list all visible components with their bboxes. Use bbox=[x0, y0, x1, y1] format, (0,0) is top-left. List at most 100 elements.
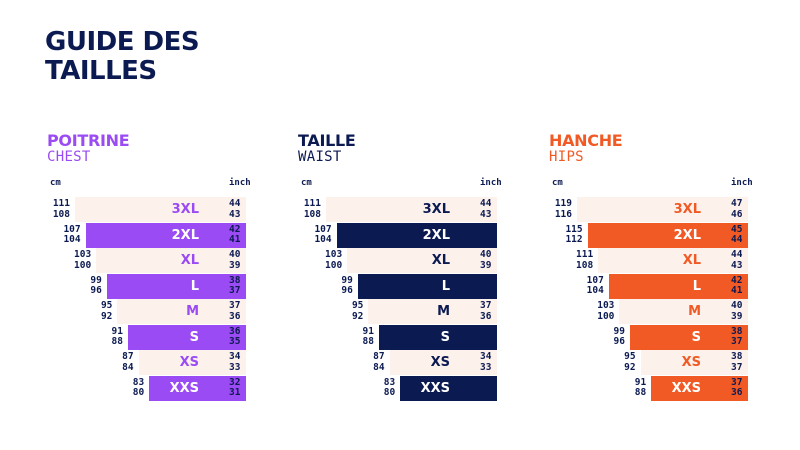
cm-range: 87 84 bbox=[122, 351, 133, 373]
inch-max: 40 bbox=[229, 249, 241, 260]
size-label: XS bbox=[179, 355, 199, 370]
size-row: L 99 96 38 37 bbox=[298, 273, 508, 299]
cm-range: 91 88 bbox=[362, 325, 374, 348]
size-bar bbox=[379, 324, 497, 350]
cm-range: 103 100 bbox=[325, 249, 343, 271]
size-label: XS bbox=[681, 355, 701, 370]
inch-min: 36 bbox=[229, 310, 241, 322]
inch-range: 37 36 bbox=[480, 300, 492, 322]
inch-min: 37 bbox=[731, 336, 743, 347]
inch-range: 32 31 bbox=[480, 377, 492, 399]
size-row: 3XL 111 108 44 43 bbox=[298, 197, 508, 222]
inch-range: 44 43 bbox=[229, 198, 241, 220]
size-row: 3XL 119 116 47 46 bbox=[549, 197, 759, 222]
size-bar bbox=[75, 197, 246, 222]
size-row: 2XL 107 104 42 41 bbox=[298, 222, 508, 248]
cm-range: 91 88 bbox=[634, 376, 647, 399]
size-row: L 107 104 42 41 bbox=[549, 273, 759, 299]
inch-range: 32 31 bbox=[229, 377, 240, 399]
hips-section: HANCHE HIPS cm inch 3XL 119 116 47 46 2XL 115 1… bbox=[549, 132, 759, 412]
size-label: 2XL bbox=[422, 227, 450, 243]
inch-range: 36 35 bbox=[229, 326, 240, 348]
inch-max: 44 bbox=[229, 198, 241, 209]
chest-subtitle: CHEST bbox=[47, 149, 91, 165]
inch-max: 37 bbox=[731, 376, 743, 388]
hips-size-table: 3XL 119 116 47 46 2XL 115 112 45 44 XL 111 108 44 43 L 1… bbox=[549, 197, 759, 401]
cm-range: 115 112 bbox=[565, 224, 582, 246]
cm-max: 99 bbox=[90, 274, 102, 286]
inch-max: 47 bbox=[731, 198, 743, 209]
chest-title: POITRINE bbox=[47, 131, 130, 150]
inch-max: 37 bbox=[229, 300, 241, 311]
size-bar bbox=[389, 350, 497, 375]
size-bar bbox=[96, 248, 246, 273]
cm-max: 103 bbox=[74, 249, 92, 260]
inch-min: 37 bbox=[731, 361, 743, 373]
size-bar bbox=[85, 222, 246, 248]
cm-max: 91 bbox=[111, 325, 123, 337]
size-label: 2XL bbox=[673, 227, 701, 243]
inch-max: 36 bbox=[480, 325, 492, 337]
cm-min: 96 bbox=[90, 285, 102, 296]
inch-max: 42 bbox=[731, 274, 743, 286]
size-row: M 95 92 37 36 bbox=[47, 299, 257, 324]
inch-max: 42 bbox=[480, 223, 492, 235]
unit-inch-label: inch bbox=[731, 178, 753, 188]
inch-max: 38 bbox=[480, 274, 492, 286]
size-label: S bbox=[189, 329, 199, 345]
size-row: M 95 92 37 36 bbox=[298, 299, 508, 324]
size-bar bbox=[357, 273, 497, 299]
cm-range: 87 84 bbox=[373, 351, 385, 373]
cm-range: 103 100 bbox=[74, 249, 92, 271]
size-label: XL bbox=[431, 253, 450, 268]
inch-min: 33 bbox=[229, 361, 241, 373]
inch-min: 35 bbox=[480, 336, 492, 347]
cm-max: 91 bbox=[634, 376, 647, 388]
cm-max: 107 bbox=[314, 223, 332, 235]
page-title-line-2: TAILLES bbox=[45, 56, 157, 86]
size-label: 2XL bbox=[171, 227, 199, 243]
size-label: M bbox=[688, 304, 701, 319]
waist-subtitle: WAIST bbox=[298, 149, 342, 165]
size-label: L bbox=[692, 278, 701, 294]
page-title-line-1: GUIDE DES bbox=[45, 27, 200, 57]
cm-range: 99 96 bbox=[90, 274, 102, 297]
cm-min: 104 bbox=[586, 285, 604, 296]
cm-max: 91 bbox=[362, 325, 374, 337]
size-row: L 99 96 38 37 bbox=[47, 273, 257, 299]
hips-title: HANCHE bbox=[549, 131, 623, 150]
waist-title: TAILLE bbox=[298, 131, 356, 150]
inch-min: 41 bbox=[480, 234, 492, 245]
inch-range: 38 37 bbox=[229, 275, 240, 297]
size-row: XL 111 108 44 43 bbox=[549, 248, 759, 273]
size-label: XL bbox=[682, 253, 701, 268]
size-label: 3XL bbox=[171, 202, 199, 217]
cm-min: 80 bbox=[383, 387, 396, 398]
inch-range: 44 43 bbox=[731, 249, 743, 271]
cm-min: 108 bbox=[52, 208, 70, 220]
inch-max: 34 bbox=[229, 351, 241, 362]
inch-min: 39 bbox=[731, 310, 743, 322]
inch-min: 41 bbox=[731, 285, 743, 296]
inch-range: 37 36 bbox=[731, 376, 743, 399]
inch-range: 38 37 bbox=[731, 325, 743, 348]
size-label: XXS bbox=[671, 380, 701, 396]
size-bar bbox=[326, 197, 497, 222]
size-label: 3XL bbox=[422, 202, 450, 217]
cm-max: 99 bbox=[341, 274, 353, 286]
cm-max: 87 bbox=[373, 351, 385, 362]
cm-min: 80 bbox=[132, 387, 145, 398]
cm-max: 119 bbox=[554, 198, 572, 209]
chest-section: POITRINE CHEST cm inch 3XL 111 108 44 43 2XL 1… bbox=[47, 132, 257, 412]
inch-range: 45 44 bbox=[731, 224, 742, 246]
inch-min: 31 bbox=[480, 387, 492, 398]
cm-max: 103 bbox=[325, 249, 343, 260]
size-bar bbox=[106, 273, 246, 299]
inch-min: 36 bbox=[480, 310, 492, 322]
size-bar bbox=[117, 299, 246, 324]
inch-max: 38 bbox=[731, 325, 743, 337]
size-row: S 99 96 38 37 bbox=[549, 324, 759, 350]
inch-min: 43 bbox=[731, 259, 743, 271]
size-row: M 103 100 40 39 bbox=[549, 299, 759, 324]
cm-max: 95 bbox=[351, 300, 364, 311]
